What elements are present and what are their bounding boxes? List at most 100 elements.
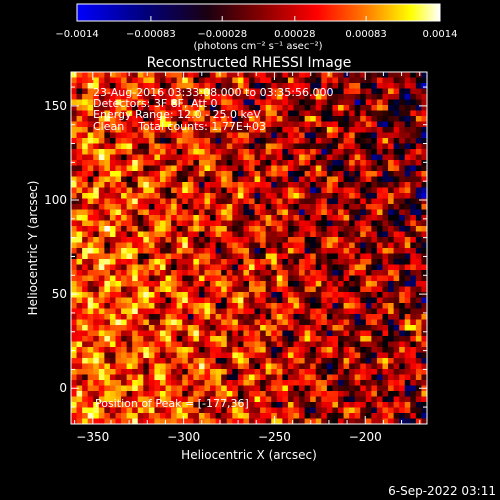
heatmap-cell — [221, 105, 228, 111]
heatmap-cell — [126, 226, 133, 232]
heatmap-cell — [215, 237, 222, 243]
heatmap-cell — [210, 215, 217, 221]
heatmap-cell — [204, 198, 211, 205]
heatmap-cell — [187, 402, 194, 408]
heatmap-cell — [226, 303, 233, 309]
heatmap-cell — [249, 94, 255, 100]
heatmap-cell — [249, 253, 255, 260]
heatmap-cell — [193, 127, 200, 133]
heatmap-cell — [204, 330, 211, 337]
heatmap-cell — [215, 413, 222, 419]
heatmap-cell — [293, 330, 300, 337]
heatmap-cell — [71, 237, 77, 243]
heatmap-cell — [198, 275, 205, 282]
heatmap-cell — [343, 369, 350, 375]
heatmap-cell — [87, 308, 94, 315]
heatmap-cell — [82, 182, 89, 188]
heatmap-cell — [260, 292, 267, 298]
heatmap-cell — [198, 336, 205, 342]
heatmap-cell — [276, 336, 283, 342]
heatmap-cell — [376, 363, 383, 370]
heatmap-cell — [226, 187, 233, 194]
heatmap-cell — [349, 94, 356, 100]
heatmap-cell — [349, 270, 356, 276]
heatmap-cell — [193, 209, 200, 216]
heatmap-cell — [365, 314, 372, 320]
heatmap-cell — [421, 215, 428, 221]
heatmap-cell — [109, 319, 116, 326]
heatmap-cell — [126, 352, 133, 359]
heatmap-cell — [282, 226, 289, 232]
heatmap-cell — [221, 110, 228, 117]
heatmap-cell — [421, 88, 428, 95]
heatmap-cell — [260, 187, 267, 194]
heatmap-cell — [132, 121, 139, 128]
heatmap-cell — [210, 281, 217, 287]
heatmap-cell — [360, 281, 367, 287]
heatmap-cell — [360, 121, 367, 128]
heatmap-cell — [376, 204, 383, 210]
heatmap-cell — [282, 154, 289, 161]
heatmap-cell — [176, 369, 183, 375]
heatmap-cell — [415, 396, 422, 403]
heatmap-cell — [332, 352, 339, 359]
heatmap-cell — [404, 138, 411, 144]
heatmap-cell — [171, 182, 178, 188]
heatmap-cell — [338, 171, 344, 177]
heatmap-cell — [304, 259, 311, 265]
heatmap-cell — [171, 275, 178, 282]
heatmap-cell — [187, 209, 194, 216]
heatmap-cell — [404, 330, 411, 337]
heatmap-cell — [171, 286, 178, 293]
y-tick-label: 150 — [44, 99, 67, 113]
heatmap-cell — [193, 105, 200, 111]
heatmap-cell — [82, 391, 89, 397]
heatmap-cell — [365, 402, 372, 408]
heatmap-cell — [93, 198, 100, 205]
heatmap-cell — [87, 270, 94, 276]
heatmap-cell — [343, 105, 350, 111]
heatmap-cell — [87, 231, 94, 238]
heatmap-cell — [399, 242, 406, 249]
heatmap-cell — [165, 242, 172, 249]
heatmap-cell — [98, 352, 105, 359]
heatmap-cell — [415, 374, 422, 381]
heatmap-cell — [115, 248, 122, 254]
heatmap-cell — [371, 270, 378, 276]
heatmap-cell — [282, 198, 289, 205]
heatmap-cell — [115, 77, 122, 84]
heatmap-cell — [321, 226, 328, 232]
heatmap-cell — [243, 264, 250, 271]
heatmap-cell — [71, 308, 77, 315]
heatmap-cell — [115, 138, 122, 144]
heatmap-cell — [171, 198, 178, 205]
heatmap-cell — [176, 270, 183, 276]
heatmap-cell — [204, 127, 211, 133]
heatmap-cell — [276, 264, 283, 271]
heatmap-cell — [98, 198, 105, 205]
heatmap-cell — [376, 165, 383, 172]
heatmap-cell — [287, 396, 294, 403]
heatmap-cell — [232, 275, 239, 282]
heatmap-cell — [148, 264, 155, 271]
heatmap-cell — [71, 281, 77, 287]
heatmap-cell — [121, 396, 128, 403]
heatmap-cell — [93, 220, 100, 227]
heatmap-cell — [215, 369, 222, 375]
heatmap-cell — [404, 248, 411, 254]
heatmap-cell — [71, 248, 77, 254]
heatmap-cell — [243, 94, 250, 100]
heatmap-cell — [260, 374, 267, 381]
heatmap-cell — [393, 407, 400, 414]
heatmap-cell — [371, 99, 378, 106]
heatmap-cell — [232, 270, 239, 276]
heatmap-cell — [210, 127, 217, 133]
heatmap-cell — [137, 407, 144, 414]
heatmap-cell — [82, 380, 89, 386]
heatmap-cell — [137, 121, 144, 128]
heatmap-cell — [276, 160, 283, 166]
heatmap-cell — [376, 198, 383, 205]
heatmap-cell — [304, 369, 311, 375]
heatmap-cell — [415, 165, 422, 172]
heatmap-cell — [243, 99, 250, 106]
